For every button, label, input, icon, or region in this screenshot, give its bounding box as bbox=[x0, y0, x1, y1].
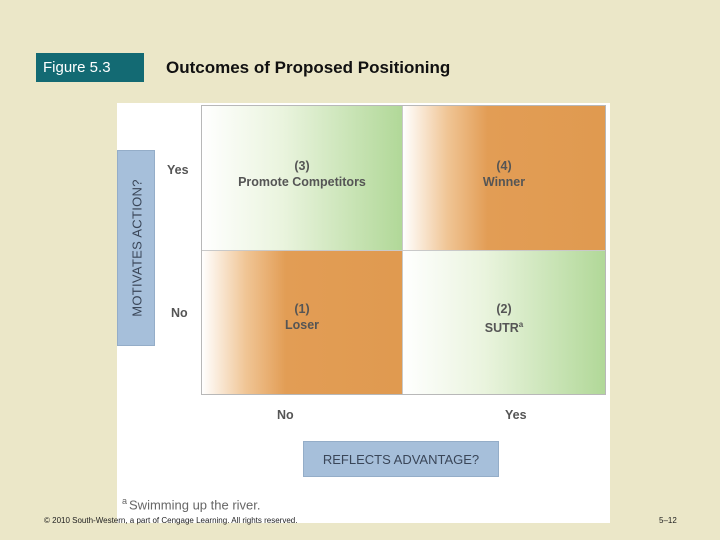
quadrant-loser: (1) Loser bbox=[202, 251, 403, 394]
quadrant-number: (2) bbox=[496, 302, 512, 316]
x-tick-yes: Yes bbox=[505, 408, 527, 422]
y-tick-no: No bbox=[171, 306, 188, 320]
quadrant-label-text: SUTR bbox=[484, 321, 519, 336]
quadrant-number: (3) bbox=[294, 159, 310, 173]
x-tick-no: No bbox=[277, 408, 294, 422]
quadrant-winner: (4) Winner bbox=[403, 106, 605, 251]
y-axis-label: MOTIVATES ACTION? bbox=[129, 179, 145, 317]
quadrant-number: (1) bbox=[294, 302, 310, 316]
quadrant-label: Loser bbox=[284, 318, 320, 332]
y-tick-yes: Yes bbox=[167, 163, 189, 177]
quadrant-label: Promote Competitors bbox=[238, 175, 366, 189]
quadrant-label: SUTRa bbox=[403, 317, 605, 336]
footnote-marker: a bbox=[518, 320, 524, 329]
page-title: Outcomes of Proposed Positioning bbox=[166, 58, 451, 77]
page-number: 5–12 bbox=[659, 516, 677, 525]
y-axis-label-box bbox=[117, 150, 155, 346]
x-axis-label: REFLECTS ADVANTAGE? bbox=[322, 451, 480, 467]
footnote: a Swimming up the river. bbox=[122, 496, 261, 512]
footnote-marker: a bbox=[122, 496, 128, 506]
quadrant-promote-competitors: (3) Promote Competitors bbox=[202, 106, 403, 251]
quadrant-sutr: (2) SUTRa bbox=[403, 251, 605, 394]
quadrant-number: (4) bbox=[496, 159, 512, 173]
copyright-notice: © 2010 South-Western, a part of Cengage … bbox=[44, 516, 298, 525]
quadrant-label: Winner bbox=[482, 175, 526, 189]
quadrant-grid: (3) Promote Competitors (4) Winner (1) L… bbox=[201, 105, 606, 395]
footnote-text: Swimming up the river. bbox=[129, 497, 261, 513]
figure-badge: Figure 5.3 bbox=[36, 53, 144, 82]
x-axis-label-box: REFLECTS ADVANTAGE? bbox=[303, 441, 499, 477]
